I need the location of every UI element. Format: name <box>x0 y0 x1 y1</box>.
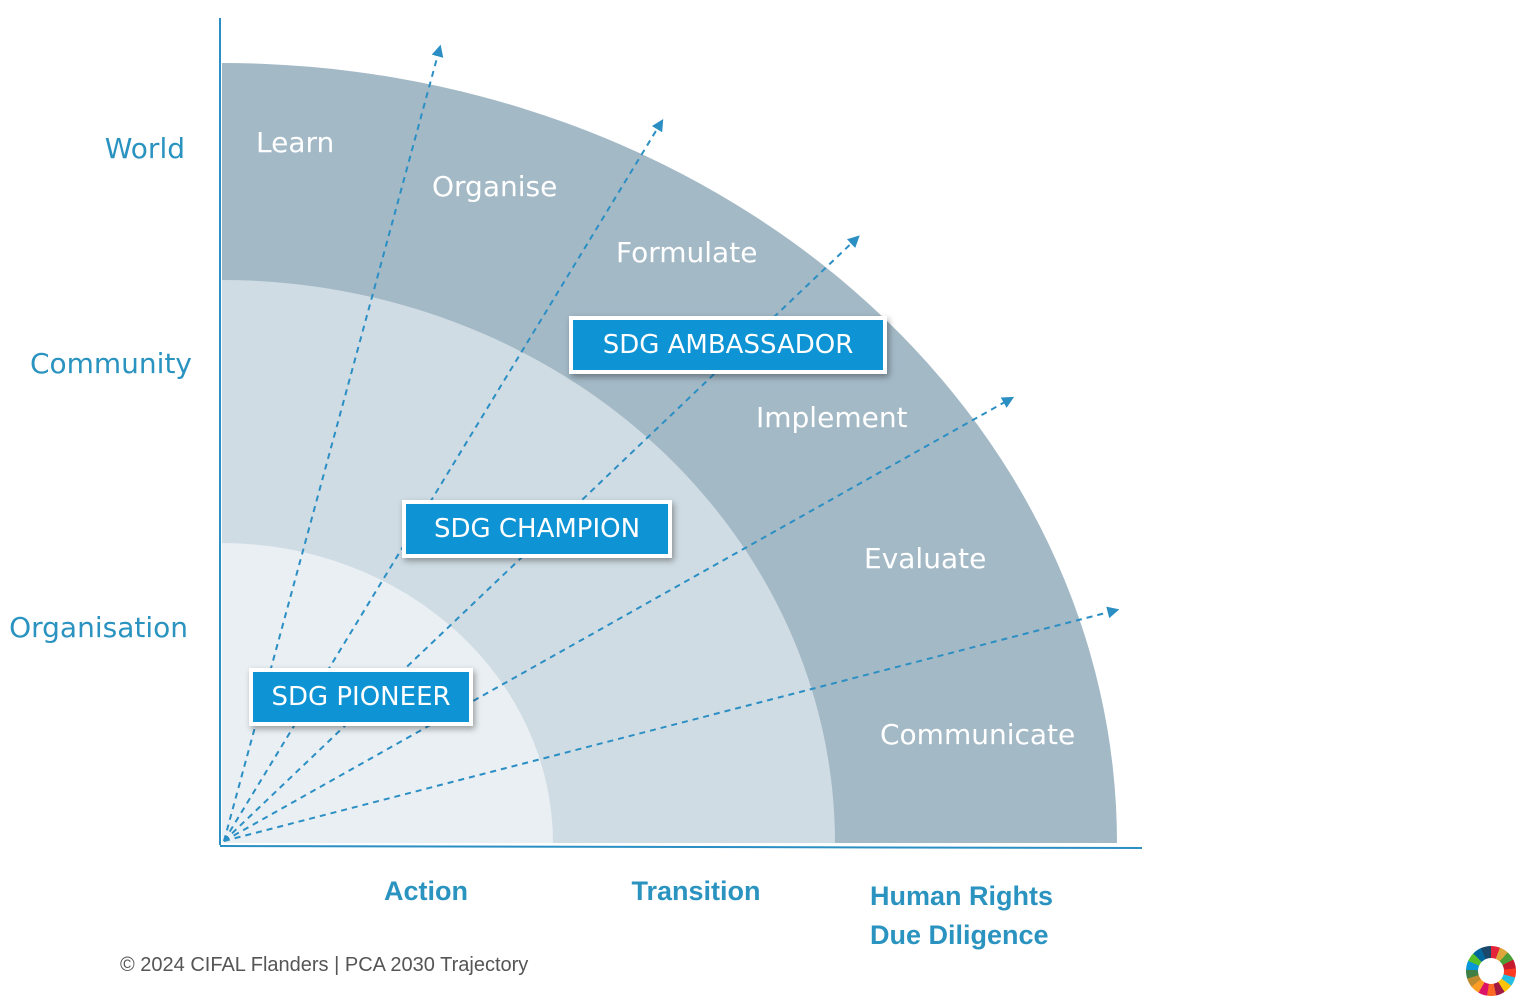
badge: SDG AMBASSADOR <box>569 316 887 374</box>
x-label: Action <box>384 876 468 906</box>
badge: SDG PIONEER <box>249 668 473 726</box>
y-label: Organisation <box>9 611 188 644</box>
step: Learn <box>256 126 334 159</box>
step: Formulate <box>616 236 757 269</box>
step: Evaluate <box>864 542 986 575</box>
step: Organise <box>432 170 557 203</box>
step: Implement <box>756 401 908 434</box>
x-label: Human Rights Due Diligence <box>870 881 1053 950</box>
step: Communicate <box>880 718 1075 751</box>
footer: © 2024 CIFAL Flanders | PCA 2030 Traject… <box>120 954 529 976</box>
y-label: Community <box>30 347 192 380</box>
badge: SDG CHAMPION <box>402 500 672 558</box>
sdg-wheel-icon <box>1466 946 1516 996</box>
x-label: Transition <box>631 876 760 906</box>
y-label: World <box>105 132 185 165</box>
x-axis <box>219 845 1143 849</box>
